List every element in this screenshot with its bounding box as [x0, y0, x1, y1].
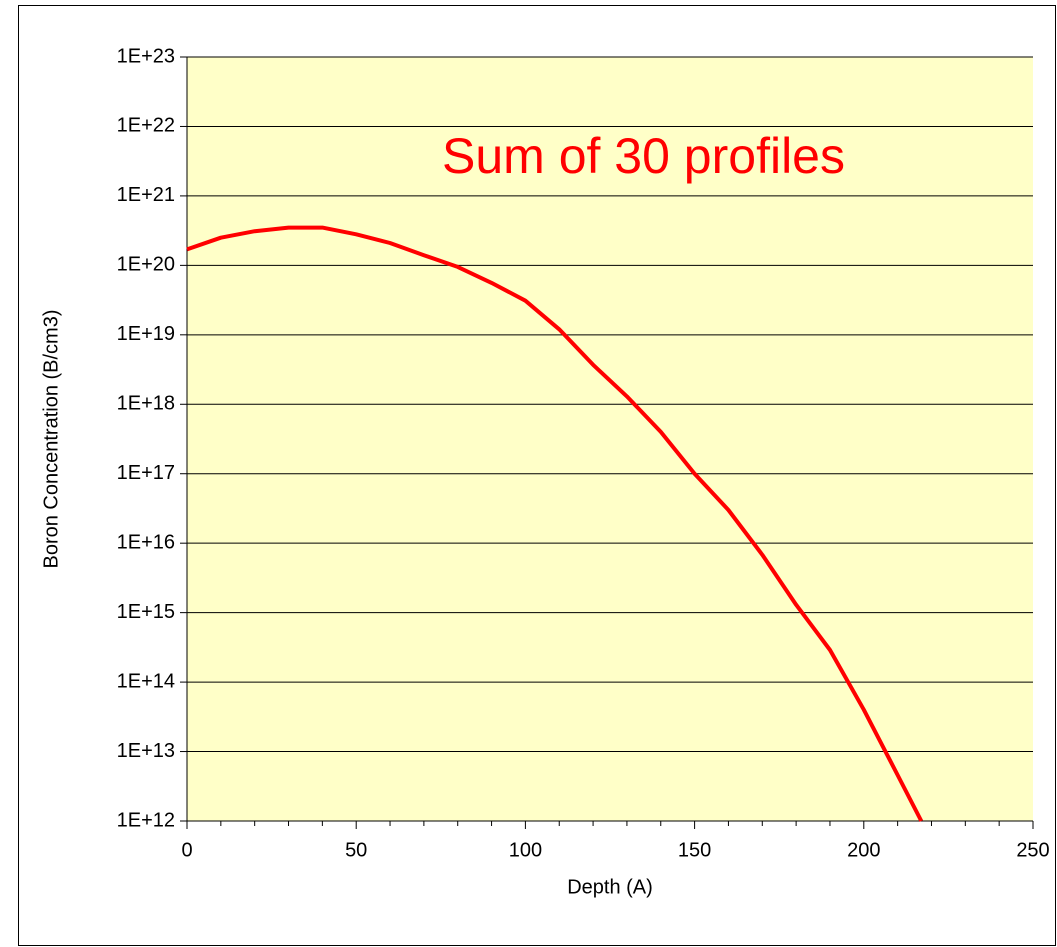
x-tick-label: 0: [181, 839, 192, 861]
y-tick-label: 1E+15: [117, 601, 175, 623]
y-tick-label: 1E+14: [117, 670, 175, 692]
y-tick-label: 1E+22: [117, 115, 175, 137]
y-tick-label: 1E+23: [117, 45, 175, 67]
y-tick-label: 1E+21: [117, 184, 175, 206]
annotation: Sum of 30 profiles: [442, 128, 845, 184]
y-tick-label: 1E+16: [117, 531, 175, 553]
x-tick-label: 250: [1016, 839, 1049, 861]
y-tick-label: 1E+12: [117, 809, 175, 831]
y-tick-label: 1E+17: [117, 462, 175, 484]
x-tick-label: 200: [847, 839, 880, 861]
y-tick-label: 1E+20: [117, 254, 175, 276]
y-axis-title: Boron Concentration (B/cm3): [40, 309, 62, 568]
x-tick-label: 150: [678, 839, 711, 861]
y-tick-label: 1E+13: [117, 740, 175, 762]
x-tick-label: 50: [345, 839, 367, 861]
y-tick-label: 1E+18: [117, 393, 175, 415]
y-tick-label: 1E+19: [117, 323, 175, 345]
data-line: [186, 225, 924, 822]
x-axis-title: Depth (A): [567, 876, 653, 898]
plot-area: [187, 57, 1033, 821]
x-tick-label: 100: [509, 839, 542, 861]
